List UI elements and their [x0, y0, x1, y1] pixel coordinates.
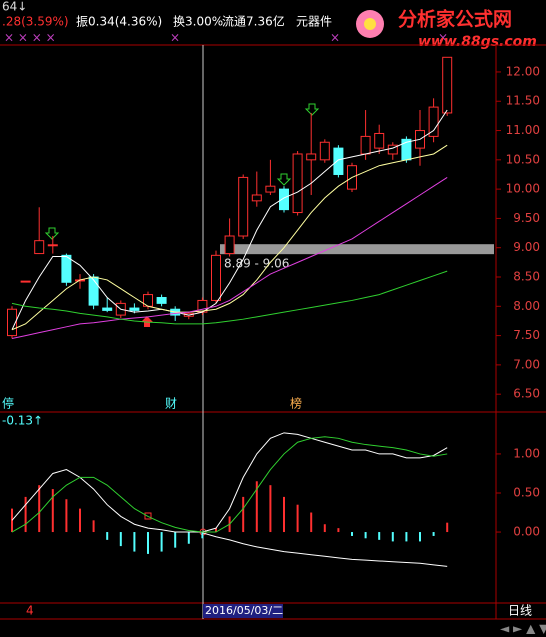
event-label: 停: [2, 396, 14, 411]
event-label: 财: [165, 397, 177, 411]
watermark-url: www.88gs.com: [418, 34, 537, 50]
y-tick-label: 8.00: [513, 299, 540, 313]
macd-value: -0.13↑: [2, 414, 43, 428]
footer-left: 4: [26, 604, 34, 618]
amplitude: 振0.34(4.36%): [76, 15, 162, 29]
svg-text:× × × ×: × × × ×: [4, 31, 56, 45]
cursor-date: 2016/05/03/二: [205, 604, 283, 617]
line: [11, 436, 448, 533]
watermark-title: 分析家公式网: [398, 8, 512, 31]
candle-body: [319, 141, 330, 161]
change: .28(3.59%): [2, 15, 69, 29]
float: 流通7.36亿: [222, 14, 285, 29]
candle-body: [7, 308, 17, 337]
sector: 元器件: [296, 15, 332, 29]
candle-body: [374, 132, 385, 149]
y-tick-label: 11.50: [506, 94, 540, 108]
line: [11, 109, 448, 330]
scroll-controls[interactable]: ◄ ► ▲ ▼: [500, 622, 546, 636]
svg-text:◄ ► ▲ ▼: ◄ ► ▲ ▼: [500, 622, 546, 636]
period: 日线: [508, 604, 532, 618]
y-tick-label: 9.00: [513, 240, 540, 254]
candle-body: [333, 147, 344, 175]
candle-body: [211, 254, 221, 301]
candle-body: [360, 135, 371, 155]
code: 64↓: [2, 0, 27, 14]
signal-arrows: [44, 103, 320, 327]
cross-marker: [144, 512, 152, 520]
candle-body: [442, 56, 453, 114]
band: [220, 244, 494, 255]
y-tick-label: 0.00: [513, 525, 540, 539]
candle-body: [20, 280, 31, 283]
line: [11, 144, 448, 331]
candle-body: [279, 188, 289, 211]
candle-body: [156, 297, 167, 304]
y-tick-label: 7.00: [513, 357, 540, 371]
svg-text:×: ×: [170, 31, 180, 45]
date-box: [203, 604, 283, 618]
candle-body: [251, 194, 262, 202]
y-tick-label: 12.00: [506, 64, 540, 78]
svg-text:×: ×: [330, 31, 340, 45]
candle-body: [34, 240, 45, 255]
line: [202, 532, 448, 567]
candle-body: [428, 106, 439, 137]
y-tick-label: 6.50: [513, 387, 540, 401]
candle-body: [292, 153, 303, 214]
candle-body: [238, 176, 249, 237]
candle-body: [224, 235, 235, 255]
y-tick-label: 10.50: [506, 152, 540, 166]
y-tick-label: 10.00: [506, 182, 540, 196]
turnover: 换3.00%: [173, 15, 223, 29]
logo-center: [364, 18, 376, 30]
candle-body: [47, 244, 58, 247]
svg-text:×: ×: [438, 31, 448, 45]
y-tick-label: 0.50: [513, 485, 540, 499]
y-tick-label: 9.50: [513, 211, 540, 225]
candle-body: [306, 153, 317, 161]
y-tick-label: 1.00: [513, 446, 540, 460]
y-tick-label: 11.00: [506, 123, 540, 137]
line: [11, 176, 448, 340]
candle-body: [102, 307, 113, 311]
y-tick-label: 7.50: [513, 328, 540, 342]
markers: × × × × × × ×: [4, 31, 448, 45]
event-label: 榜: [290, 396, 302, 411]
y-tick-label: 8.50: [513, 270, 540, 284]
candle-body: [265, 185, 276, 193]
line: [11, 432, 448, 533]
band-label: 8.89 - 9.06: [224, 257, 289, 271]
candle-body: [129, 307, 140, 311]
candle-body: [61, 254, 72, 283]
line: [11, 270, 448, 325]
candle-body: [88, 276, 99, 306]
